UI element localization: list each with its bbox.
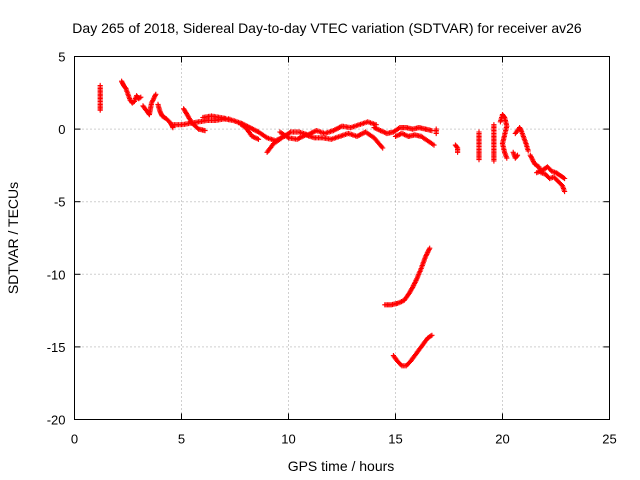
y-tick-label: -10 [47,267,66,282]
data-point [514,152,521,158]
data-point [455,149,461,155]
x-tick-label: 20 [495,432,509,447]
y-tick-label: 5 [58,50,65,65]
data-point [202,128,208,134]
plot-frame [74,56,610,420]
data-point [562,175,568,182]
data-point [153,91,159,97]
data-point [398,362,404,368]
data-point [525,148,531,154]
data-point [278,136,284,142]
chart-title: Day 265 of 2018, Sidereal Day-to-day VTE… [72,20,582,36]
data-point [137,95,143,101]
data-point [255,136,262,142]
data-point [560,175,567,181]
x-axis-label: GPS time / hours [288,458,395,474]
data-point [227,116,233,122]
data-point [454,144,460,150]
data-point [491,158,497,164]
axis-ticks [74,56,610,420]
y-axis-label: SDTVAR / TECUs [5,182,21,294]
y-tick-label: -20 [47,413,66,428]
data-point [431,142,437,148]
y-tick-label: 0 [58,122,65,137]
x-tick-label: 10 [281,432,295,447]
data-point [427,245,433,251]
data-point [501,113,507,120]
data-point [562,188,568,195]
data-point [97,107,103,113]
grid-layer [74,56,610,420]
data-marks [97,78,568,369]
data-point [433,130,439,137]
y-tick-label: -5 [54,195,66,210]
data-point [476,157,482,163]
x-tick-label: 25 [602,432,616,447]
data-point [380,145,386,151]
data-point [518,128,524,134]
tick-labels: 0 5 10 15 20 25 5 0 -5 -10 -15 -20 [47,50,617,447]
x-tick-label: 0 [71,432,78,447]
data-point [504,155,510,161]
data-point [428,333,434,339]
data-point [429,332,435,338]
data-point [138,94,144,100]
y-tick-label: -15 [47,340,66,355]
x-tick-label: 15 [388,432,402,447]
x-tick-label: 5 [178,432,185,447]
data-point [514,153,520,159]
